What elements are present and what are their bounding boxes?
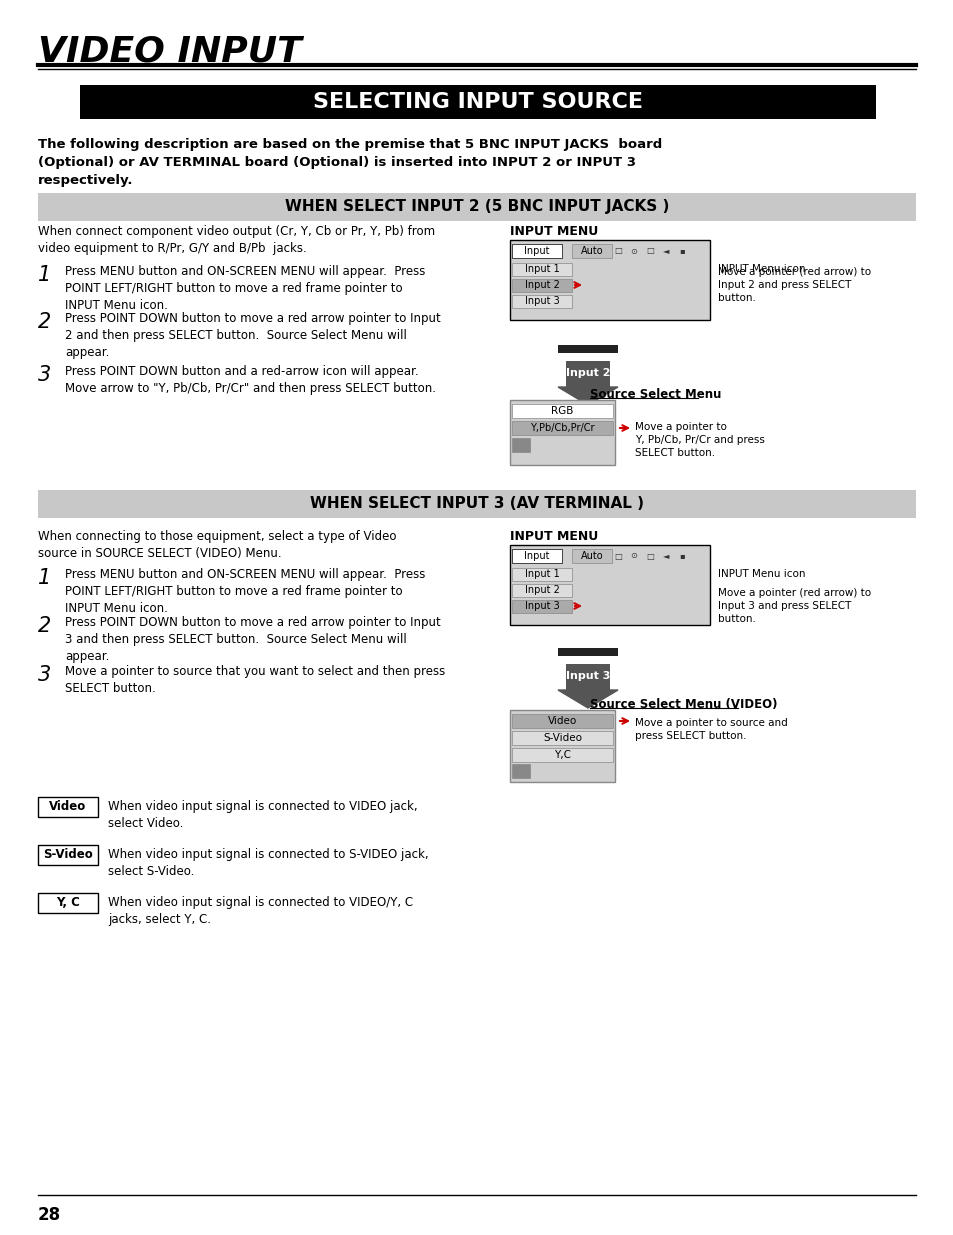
Text: WHEN SELECT INPUT 3 (AV TERMINAL ): WHEN SELECT INPUT 3 (AV TERMINAL ) <box>310 496 643 511</box>
FancyBboxPatch shape <box>512 245 561 258</box>
FancyBboxPatch shape <box>512 568 572 580</box>
FancyBboxPatch shape <box>512 731 613 745</box>
FancyBboxPatch shape <box>38 193 915 221</box>
FancyBboxPatch shape <box>38 797 98 818</box>
FancyBboxPatch shape <box>512 279 572 291</box>
FancyBboxPatch shape <box>512 714 613 727</box>
Text: Auto: Auto <box>580 246 602 256</box>
Text: Input: Input <box>524 551 549 561</box>
Text: Input 3: Input 3 <box>524 296 558 306</box>
Text: 2: 2 <box>38 312 51 332</box>
Text: Source Select Menu: Source Select Menu <box>589 388 720 401</box>
Text: When connect component video output (Cr, Y, Cb or Pr, Y, Pb) from
video equipmen: When connect component video output (Cr,… <box>38 225 435 254</box>
Text: Y, C: Y, C <box>56 897 80 909</box>
FancyBboxPatch shape <box>512 421 613 435</box>
Text: S-Video: S-Video <box>542 734 581 743</box>
FancyBboxPatch shape <box>510 400 615 466</box>
Text: Press POINT DOWN button to move a red arrow pointer to Input
2 and then press SE: Press POINT DOWN button to move a red ar… <box>65 312 440 359</box>
FancyBboxPatch shape <box>38 845 98 864</box>
FancyBboxPatch shape <box>558 648 618 656</box>
Text: Move a pointer (red arrow) to
Input 2 and press SELECT
button.: Move a pointer (red arrow) to Input 2 an… <box>718 267 870 304</box>
Text: 1: 1 <box>38 266 51 285</box>
FancyBboxPatch shape <box>510 710 615 782</box>
FancyBboxPatch shape <box>558 345 618 353</box>
FancyBboxPatch shape <box>38 893 98 913</box>
Text: 28: 28 <box>38 1207 61 1224</box>
Text: ⊙: ⊙ <box>630 247 637 256</box>
Text: S-Video: S-Video <box>43 848 92 862</box>
Text: The following description are based on the premise that 5 BNC INPUT JACKS  board: The following description are based on t… <box>38 138 661 186</box>
Text: Input 2: Input 2 <box>565 368 610 378</box>
Text: Input 3: Input 3 <box>565 671 610 680</box>
Text: ▪: ▪ <box>679 552 684 561</box>
Text: Auto: Auto <box>580 551 602 561</box>
FancyBboxPatch shape <box>510 545 709 625</box>
FancyBboxPatch shape <box>80 85 875 119</box>
Text: Source Select Menu (VIDEO): Source Select Menu (VIDEO) <box>589 698 777 711</box>
Text: Input: Input <box>524 246 549 256</box>
Text: Video: Video <box>50 800 87 814</box>
Text: □: □ <box>614 247 621 256</box>
Text: RGB: RGB <box>551 406 573 416</box>
Text: ⊙: ⊙ <box>630 552 637 561</box>
Text: ▪: ▪ <box>679 247 684 256</box>
FancyBboxPatch shape <box>512 438 530 452</box>
Text: Video: Video <box>547 716 577 726</box>
Text: Press MENU button and ON-SCREEN MENU will appear.  Press
POINT LEFT/RIGHT button: Press MENU button and ON-SCREEN MENU wil… <box>65 266 425 312</box>
FancyBboxPatch shape <box>512 764 530 778</box>
Text: □: □ <box>645 247 653 256</box>
Polygon shape <box>558 690 618 708</box>
Text: INPUT MENU: INPUT MENU <box>510 225 598 238</box>
Text: Input 1: Input 1 <box>524 569 558 579</box>
FancyBboxPatch shape <box>572 245 612 258</box>
FancyBboxPatch shape <box>512 404 613 417</box>
Text: Input 2: Input 2 <box>524 280 558 290</box>
Text: SELECTING INPUT SOURCE: SELECTING INPUT SOURCE <box>313 91 642 112</box>
FancyBboxPatch shape <box>512 550 561 563</box>
Text: VIDEO INPUT: VIDEO INPUT <box>38 35 301 69</box>
FancyBboxPatch shape <box>512 584 572 597</box>
Text: Move a pointer (red arrow) to
Input 3 and press SELECT
button.: Move a pointer (red arrow) to Input 3 an… <box>718 588 870 624</box>
Text: ◄: ◄ <box>662 552 669 561</box>
FancyBboxPatch shape <box>565 361 609 387</box>
FancyBboxPatch shape <box>512 295 572 308</box>
Text: □: □ <box>645 552 653 561</box>
Text: WHEN SELECT INPUT 2 (5 BNC INPUT JACKS ): WHEN SELECT INPUT 2 (5 BNC INPUT JACKS ) <box>285 200 668 215</box>
Text: Move a pointer to source that you want to select and then press
SELECT button.: Move a pointer to source that you want t… <box>65 664 445 695</box>
Text: Press POINT DOWN button and a red-arrow icon will appear.
Move arrow to "Y, Pb/C: Press POINT DOWN button and a red-arrow … <box>65 366 436 395</box>
Text: When connecting to those equipment, select a type of Video
source in SOURCE SELE: When connecting to those equipment, sele… <box>38 530 396 559</box>
Text: Input 2: Input 2 <box>524 585 558 595</box>
Text: 1: 1 <box>38 568 51 588</box>
Text: 2: 2 <box>38 616 51 636</box>
FancyBboxPatch shape <box>512 600 572 613</box>
Text: 3: 3 <box>38 664 51 685</box>
Text: Move a pointer to source and
press SELECT button.: Move a pointer to source and press SELEC… <box>635 718 787 741</box>
Polygon shape <box>558 387 618 405</box>
Text: □: □ <box>614 552 621 561</box>
Text: Input 1: Input 1 <box>524 264 558 274</box>
Text: When video input signal is connected to VIDEO/Y, C
jacks, select Y, C.: When video input signal is connected to … <box>108 897 413 926</box>
FancyBboxPatch shape <box>512 263 572 275</box>
Text: ◄: ◄ <box>662 247 669 256</box>
Text: Input 3: Input 3 <box>524 601 558 611</box>
Text: Move a pointer to
Y, Pb/Cb, Pr/Cr and press
SELECT button.: Move a pointer to Y, Pb/Cb, Pr/Cr and pr… <box>635 422 764 458</box>
Text: 3: 3 <box>38 366 51 385</box>
FancyBboxPatch shape <box>38 490 915 517</box>
Text: Press MENU button and ON-SCREEN MENU will appear.  Press
POINT LEFT/RIGHT button: Press MENU button and ON-SCREEN MENU wil… <box>65 568 425 615</box>
FancyBboxPatch shape <box>572 550 612 563</box>
Text: Y,Pb/Cb,Pr/Cr: Y,Pb/Cb,Pr/Cr <box>530 424 594 433</box>
FancyBboxPatch shape <box>512 748 613 762</box>
Text: When video input signal is connected to S-VIDEO jack,
select S-Video.: When video input signal is connected to … <box>108 848 428 878</box>
Text: INPUT Menu icon: INPUT Menu icon <box>718 569 804 579</box>
Text: INPUT MENU: INPUT MENU <box>510 530 598 543</box>
FancyBboxPatch shape <box>565 664 609 690</box>
Text: Y,C: Y,C <box>554 750 571 760</box>
Text: When video input signal is connected to VIDEO jack,
select Video.: When video input signal is connected to … <box>108 800 417 830</box>
FancyBboxPatch shape <box>510 240 709 320</box>
Text: Press POINT DOWN button to move a red arrow pointer to Input
3 and then press SE: Press POINT DOWN button to move a red ar… <box>65 616 440 663</box>
Text: INPUT Menu icon: INPUT Menu icon <box>718 264 804 274</box>
